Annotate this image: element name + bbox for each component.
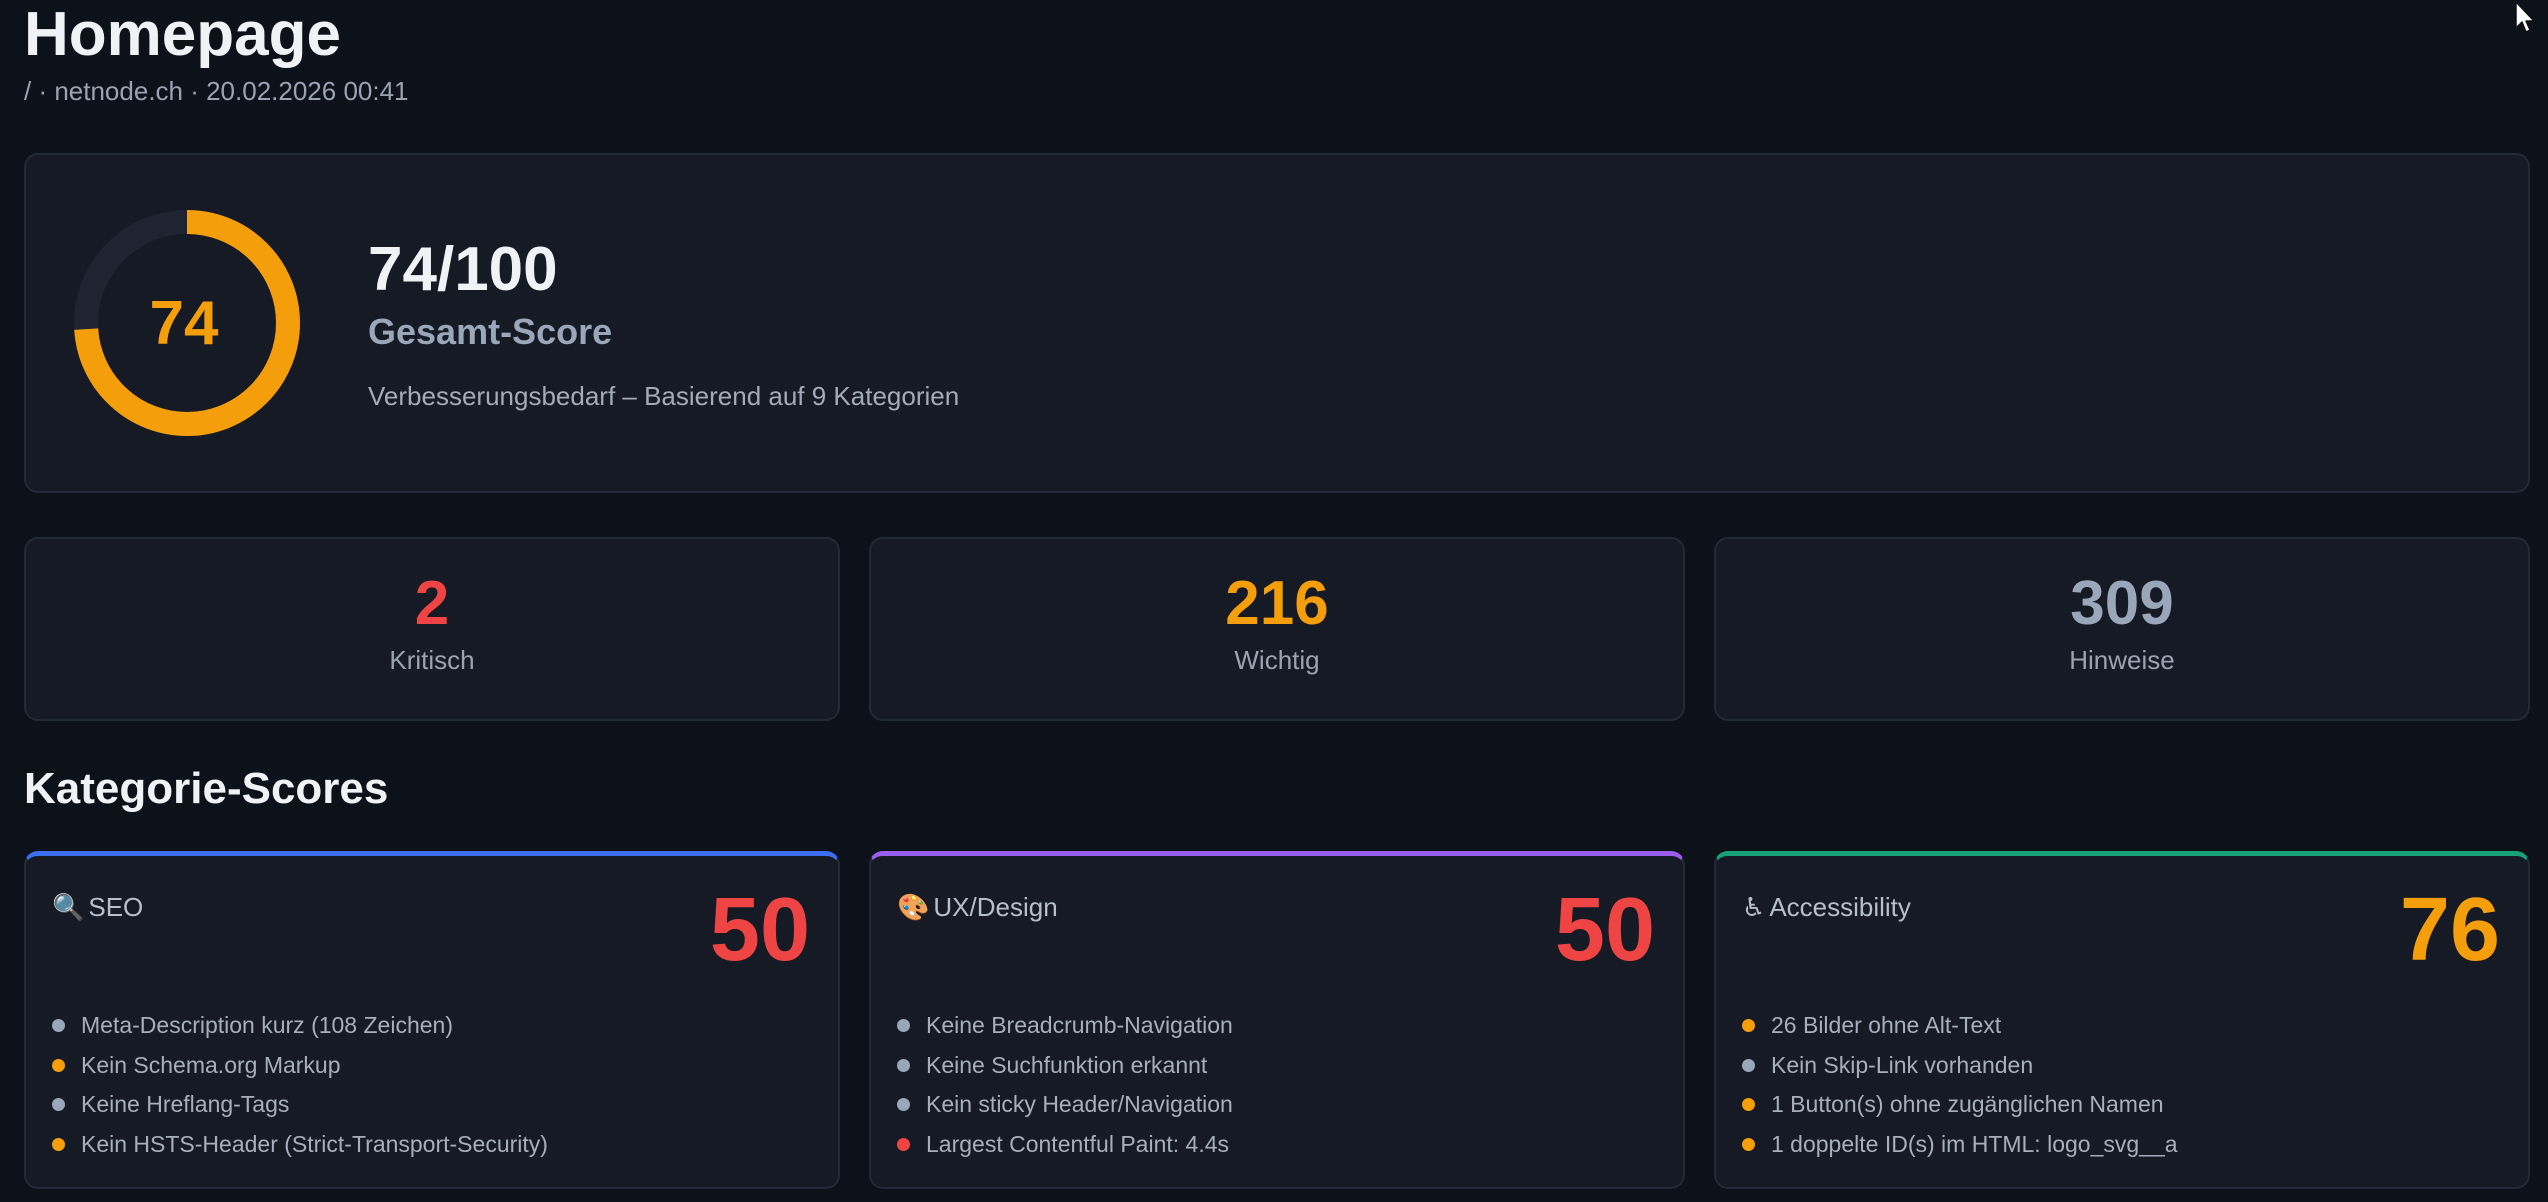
issue-text: 1 Button(s) ohne zugänglichen Namen (1771, 1091, 2164, 1118)
category-card-accessibility[interactable]: ♿ Accessibility 76 26 Bilder ohne Alt-Tex… (1714, 851, 2530, 1189)
list-item: Kein sticky Header/Navigation (897, 1085, 1233, 1125)
category-score: 76 (2399, 880, 2500, 980)
severity-dot (1742, 1098, 1755, 1112)
category-name: ♿ Accessibility (1742, 892, 1911, 923)
category-card-ux-design[interactable]: 🎨 UX/Design 50 Keine Breadcrumb-Navigatio… (869, 851, 1685, 1189)
category-label: SEO (88, 892, 144, 922)
severity-dot (52, 1058, 65, 1072)
list-item: 1 Button(s) ohne zugänglichen Namen (1742, 1085, 2178, 1125)
list-item: Largest Contentful Paint: 4.4s (897, 1125, 1233, 1165)
list-item: Keine Hreflang-Tags (52, 1085, 548, 1125)
list-item: Meta-Description kurz (108 Zeichen) (52, 1006, 548, 1046)
severity-dot (52, 1019, 65, 1033)
category-card-seo[interactable]: 🔍 SEO 50 Meta-Description kurz (108 Zeich… (24, 851, 840, 1189)
list-item: Kein Schema.org Markup (52, 1046, 548, 1086)
stat-value: 2 (414, 569, 450, 638)
stat-label: Hinweise (2069, 645, 2175, 675)
overall-score-card: 74 74/100 Gesamt-Score Verbesserungsbeda… (24, 153, 2530, 493)
gauge-fill (74, 210, 300, 436)
gauge-value: 74 (149, 288, 219, 358)
category-score: 50 (709, 880, 810, 980)
score-description: Verbesserungsbedarf – Basierend auf 9 Ka… (368, 380, 960, 411)
list-item: 1 doppelte ID(s) im HTML: logo_svg__a (1742, 1125, 2178, 1165)
category-label: Accessibility (1769, 892, 1911, 922)
stat-label: Wichtig (1234, 645, 1320, 675)
stat-card-important[interactable]: 216 Wichtig (869, 537, 1685, 721)
severity-dot (897, 1058, 910, 1072)
list-item: Keine Suchfunktion erkannt (897, 1046, 1233, 1086)
issue-text: Meta-Description kurz (108 Zeichen) (81, 1012, 453, 1039)
list-item: Keine Breadcrumb-Navigation (897, 1006, 1233, 1046)
list-item: 26 Bilder ohne Alt-Text (1742, 1006, 2178, 1046)
score-text: 74/100 Gesamt-Score Verbesserungsbedarf … (368, 235, 959, 412)
severity-dot (52, 1098, 65, 1112)
page-title: Homepage (24, 0, 341, 69)
issue-text: Kein Schema.org Markup (81, 1051, 341, 1078)
severity-dot (1742, 1058, 1755, 1072)
list-item: Kein HSTS-Header (Strict-Transport-Secur… (52, 1125, 548, 1165)
score-gauge: 74 (74, 208, 304, 438)
score-gauge-ring (74, 210, 300, 436)
category-name: 🔍 SEO (52, 892, 143, 923)
severity-dot (897, 1098, 910, 1112)
issue-text: 26 Bilder ohne Alt-Text (1771, 1012, 2002, 1039)
stat-value: 216 (1225, 569, 1329, 638)
issue-text: Keine Breadcrumb-Navigation (926, 1012, 1233, 1039)
severity-dot (1742, 1137, 1755, 1151)
page-subtitle: / · netnode.ch · 20.02.2026 00:41 (24, 76, 409, 106)
stat-value: 309 (2070, 569, 2174, 638)
magnifier-icon: 🔍 (52, 892, 85, 922)
issue-text: Keine Suchfunktion erkannt (926, 1051, 1208, 1078)
issue-list: Keine Breadcrumb-Navigation Keine Suchfu… (897, 1006, 1233, 1164)
severity-dot (52, 1137, 65, 1151)
stat-label: Kritisch (389, 645, 475, 675)
accessibility-icon: ♿ (1742, 892, 1766, 922)
severity-dot (897, 1019, 910, 1033)
mouse-cursor-icon (2515, 1, 2535, 33)
palette-icon: 🎨 (897, 892, 930, 922)
severity-dot (1742, 1019, 1755, 1033)
section-title: Kategorie-Scores (24, 764, 389, 813)
issue-text: Kein Skip-Link vorhanden (1771, 1051, 2034, 1078)
list-item: Kein Skip-Link vorhanden (1742, 1046, 2178, 1086)
issue-text: 1 doppelte ID(s) im HTML: logo_svg__a (1771, 1130, 2178, 1157)
score-label: Gesamt-Score (368, 310, 613, 352)
severity-dot (897, 1137, 910, 1151)
issue-text: Largest Contentful Paint: 4.4s (926, 1130, 1230, 1157)
issue-text: Kein sticky Header/Navigation (926, 1091, 1233, 1118)
issue-list: 26 Bilder ohne Alt-Text Kein Skip-Link v… (1742, 1006, 2178, 1164)
category-score: 50 (1554, 880, 1655, 980)
issue-list: Meta-Description kurz (108 Zeichen) Kein… (52, 1006, 548, 1164)
category-label: UX/Design (933, 892, 1058, 922)
score-main: 74/100 (368, 234, 558, 304)
stat-card-hints[interactable]: 309 Hinweise (1714, 537, 2530, 721)
issue-text: Kein HSTS-Header (Strict-Transport-Secur… (81, 1130, 548, 1157)
category-name: 🎨 UX/Design (897, 892, 1058, 923)
issue-text: Keine Hreflang-Tags (81, 1091, 290, 1118)
stat-card-critical[interactable]: 2 Kritisch (24, 537, 840, 721)
